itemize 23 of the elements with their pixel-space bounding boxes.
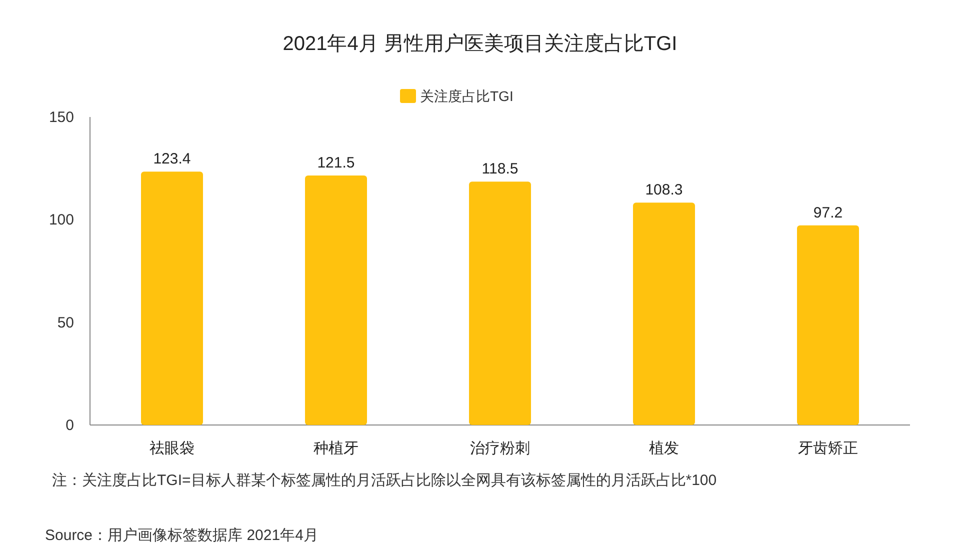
y-tick-label: 50 <box>57 314 74 332</box>
bar <box>797 225 859 425</box>
data-label: 97.2 <box>813 204 843 222</box>
y-tick-label: 150 <box>48 109 74 126</box>
x-tick-label: 牙齿矫正 <box>798 440 858 457</box>
bar <box>141 172 203 425</box>
x-tick-label: 种植牙 <box>314 440 358 457</box>
text: 注：关注度占比TGI=目标人群某个标签属性的月活跃占比除以全网具有该标签属性的月活跃占比*100 <box>52 472 717 489</box>
source-note: Source：用户画像标签数据库 2021年4月 <box>45 527 318 544</box>
chart-title: 2021年4月 男性用户医美项目关注度占比TGI <box>282 32 678 55</box>
data-label: 108.3 <box>645 182 683 199</box>
x-tick-label: 植发 <box>649 440 679 457</box>
y-tick-label: 0 <box>66 417 74 434</box>
x-tick-label: 祛眼袋 <box>150 440 194 457</box>
legend-label: 关注度占比TGI <box>420 88 514 104</box>
bar <box>633 202 695 425</box>
bar <box>469 182 531 425</box>
data-label: 118.5 <box>482 160 518 178</box>
y-tick-label: 100 <box>48 212 74 229</box>
x-tick-label: 治疗粉刺 <box>470 440 530 457</box>
data-label: 123.4 <box>153 150 191 168</box>
bar <box>305 176 367 425</box>
data-label: 121.5 <box>317 154 355 172</box>
